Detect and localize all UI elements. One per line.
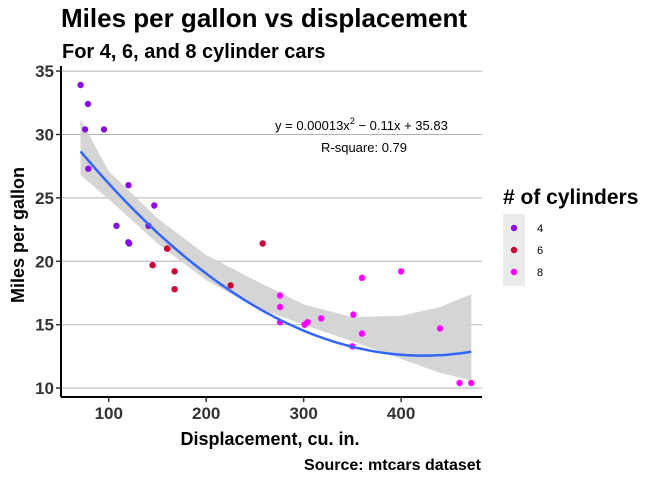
data-point-cyl-8 <box>304 319 311 326</box>
data-point-cyl-8 <box>436 325 444 332</box>
chart-caption: Source: mtcars dataset <box>304 457 482 474</box>
quadratic-fit-line <box>79 150 472 357</box>
x-tick-label: 400 <box>387 404 415 423</box>
data-point-cyl-8 <box>318 315 325 322</box>
data-point-cyl-6 <box>171 286 178 293</box>
axis-ticks: 10 15 20 25 30 35 100 200 300 400 <box>35 62 415 423</box>
data-point-cyl-4 <box>84 100 92 108</box>
x-tick-label: 100 <box>95 404 123 423</box>
data-points-layer <box>77 81 475 387</box>
legend-label-cyl-8: 8 <box>537 267 543 279</box>
y-tick-label: 25 <box>35 189 54 208</box>
r-square-annotation: R-square: 0.79 <box>321 140 407 155</box>
data-point-cyl-8 <box>358 274 366 281</box>
data-point-cyl-8 <box>350 311 357 318</box>
data-point-cyl-8 <box>276 292 284 299</box>
y-tick-label: 30 <box>35 125 54 144</box>
data-point-cyl-6 <box>171 268 178 275</box>
legend-key-cyl-4 <box>510 224 518 232</box>
legend-title: # of cylinders <box>503 186 638 209</box>
chart-subtitle: For 4, 6, and 8 cylinder cars <box>62 41 325 63</box>
y-tick-label: 20 <box>35 252 54 271</box>
data-point-cyl-4 <box>125 182 132 189</box>
data-point-cyl-8 <box>468 379 475 387</box>
equation-annotation: y = 0.00013x2 − 0.11x + 35.83 <box>275 116 448 133</box>
data-point-cyl-4 <box>126 240 133 247</box>
data-point-cyl-6 <box>164 245 171 252</box>
data-point-cyl-8 <box>456 379 463 387</box>
legend: # of cylinders 4 6 8 <box>503 186 638 286</box>
legend-key-cyl-8 <box>510 268 518 276</box>
data-point-cyl-6 <box>149 261 156 269</box>
legend-label-cyl-6: 6 <box>537 245 543 257</box>
legend-label-cyl-4: 4 <box>537 223 543 235</box>
fit-curve-layer <box>79 150 472 357</box>
legend-key-cyl-6 <box>510 246 518 254</box>
y-tick-label: 35 <box>35 62 54 81</box>
data-point-cyl-6 <box>259 240 266 247</box>
x-axis-title: Displacement, cu. in. <box>180 429 359 449</box>
data-point-cyl-8 <box>276 303 284 311</box>
data-point-cyl-4 <box>77 81 84 89</box>
data-point-cyl-4 <box>85 165 92 172</box>
data-point-cyl-8 <box>397 268 405 275</box>
data-point-cyl-6 <box>227 282 234 289</box>
confidence-band <box>80 119 472 381</box>
chart-title: Miles per gallon vs displacement <box>61 3 467 33</box>
data-point-cyl-4 <box>100 126 108 133</box>
x-tick-label: 200 <box>192 404 220 423</box>
data-point-cyl-4 <box>151 202 158 209</box>
x-tick-label: 300 <box>289 404 317 423</box>
data-point-cyl-8 <box>358 330 366 337</box>
y-axis-title: Miles per gallon <box>8 167 28 303</box>
data-point-cyl-4 <box>113 222 120 229</box>
data-point-cyl-4 <box>81 126 89 133</box>
confidence-band-layer <box>80 119 472 381</box>
y-tick-label: 15 <box>35 316 54 335</box>
y-tick-label: 10 <box>35 379 54 398</box>
